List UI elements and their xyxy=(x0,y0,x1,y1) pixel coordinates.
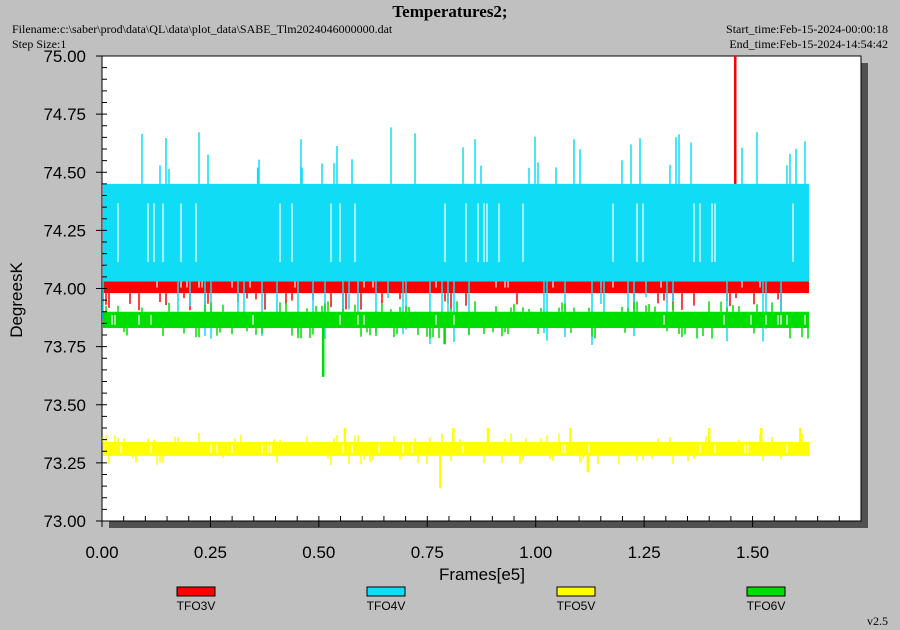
legend-swatch-TFO6V xyxy=(746,586,786,597)
axes-layer: 73.00 73.25 73.50 73.75 74.00 74.25 74.50 74.75… xyxy=(43,47,862,562)
legend-item-TFO4V: TFO4V xyxy=(366,586,406,613)
legend-item-TFO5V: TFO5V xyxy=(556,586,596,613)
legend-label-TFO3V: TFO3V xyxy=(177,599,216,613)
y-tick-label: 75.00 xyxy=(43,47,86,66)
series-TFO5V xyxy=(102,428,809,489)
y-tick-label: 73.50 xyxy=(43,396,86,415)
x-tick-label: 1.50 xyxy=(736,543,769,562)
x-tick-label: 1.25 xyxy=(628,543,661,562)
start-time-text: Start_time:Feb-15-2024-00:00:18 xyxy=(726,22,888,36)
series-band-TFO4V xyxy=(103,183,809,282)
y-tick-label: 74.50 xyxy=(43,163,86,182)
legend-swatch-TFO5V xyxy=(556,586,596,597)
x-tick-label: 0.50 xyxy=(302,543,335,562)
y-tick-label: 73.75 xyxy=(43,338,86,357)
legend-label-TFO4V: TFO4V xyxy=(367,599,406,613)
x-tick-label: 0.75 xyxy=(411,543,444,562)
x-axis-label: Frames[e5] xyxy=(439,565,525,584)
legend-swatch-TFO3V xyxy=(176,586,216,597)
x-tick-label: 1.00 xyxy=(519,543,552,562)
legend: TFO3V TFO4V TFO5V TFO6V xyxy=(176,586,786,613)
x-tick-label: 0.25 xyxy=(194,543,227,562)
legend-item-TFO3V: TFO3V xyxy=(176,586,216,613)
filename-text: Filename:c:\saber\prod\data\QL\data\plot… xyxy=(12,22,393,36)
x-tick-label: 0.00 xyxy=(85,543,118,562)
series-band-TFO6V xyxy=(103,311,809,329)
y-tick-label: 73.25 xyxy=(43,454,86,473)
y-tick-label: 73.00 xyxy=(43,512,86,531)
legend-label-TFO6V: TFO6V xyxy=(747,599,786,613)
legend-label-TFO5V: TFO5V xyxy=(557,599,596,613)
series-TFO6V xyxy=(103,301,809,377)
end-time-text: End_time:Feb-15-2024-14:54:42 xyxy=(729,37,888,51)
legend-item-TFO6V: TFO6V xyxy=(746,586,786,613)
series-band-TFO5V xyxy=(103,441,809,456)
step-size-text: Step Size:1 xyxy=(12,37,67,51)
legend-swatch-TFO4V xyxy=(366,586,406,597)
y-tick-label: 74.00 xyxy=(43,280,86,299)
version-text: v2.5 xyxy=(867,614,888,628)
y-axis-label: DegreesK xyxy=(7,262,26,338)
series-layer xyxy=(102,56,809,489)
y-tick-label: 74.25 xyxy=(43,221,86,240)
chart-title: Temperatures2; xyxy=(392,2,508,21)
y-tick-label: 74.75 xyxy=(43,105,86,124)
